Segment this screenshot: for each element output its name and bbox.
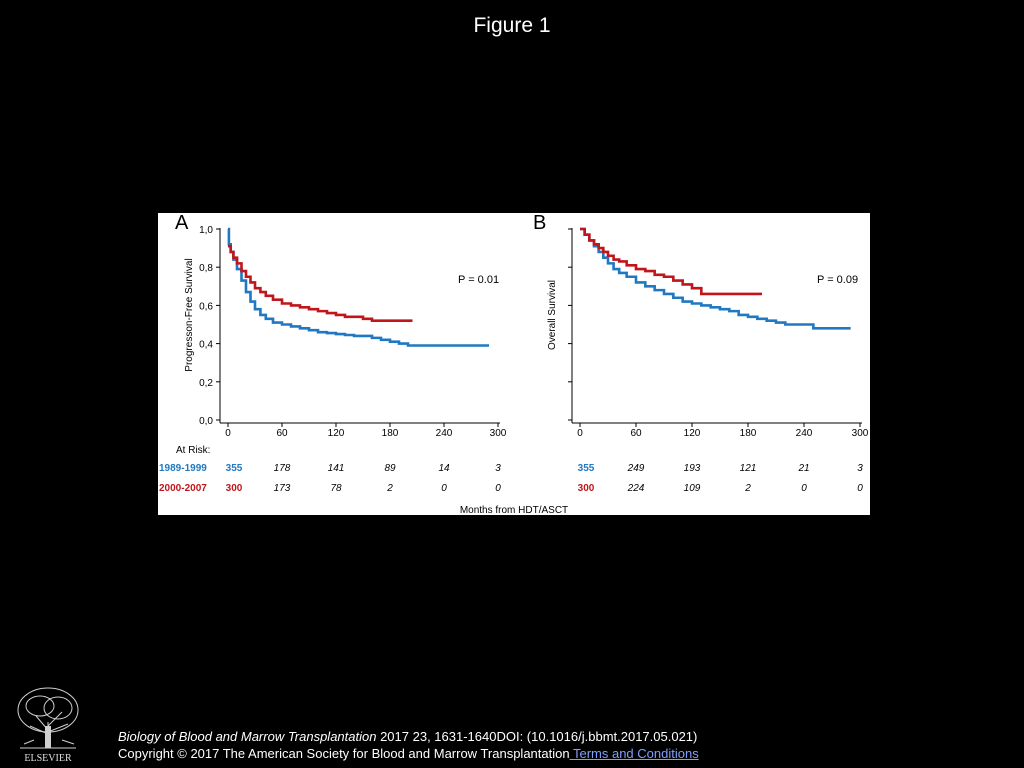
citation-block: Biology of Blood and Marrow Transplantat… (118, 728, 699, 762)
panel-b-series-2-line (580, 227, 762, 296)
panel-b-at-risk-count: 0 (801, 483, 807, 494)
panel-a-at-risk-count: 300 (226, 483, 243, 494)
shared-x-axis-label: Months from HDT/ASCT (460, 505, 568, 515)
panel-b-at-risk-count: 21 (797, 463, 809, 474)
panel-a-y-tick-label: 0,4 (199, 340, 213, 351)
terms-and-conditions-link[interactable]: Terms and Conditions (569, 746, 699, 761)
panel-a-at-risk-count: 141 (328, 463, 345, 474)
panel-a-x-tick-label: 60 (276, 428, 288, 439)
panel-a-ylabel: Progresson-Free Survival (184, 258, 195, 371)
panel-a-x-tick-label: 240 (436, 428, 453, 439)
panel-b-x-tick-label: 180 (740, 428, 757, 439)
figure-panel: A Progresson-Free Survival P = 0.01 0,0 0… (158, 213, 870, 515)
panel-b-plot: B Overall Survival P = 0.09 0 60 120 180 240… (533, 213, 869, 439)
panel-a-x-tick-label: 120 (328, 428, 345, 439)
panel-a-y-tick-label: 0,8 (199, 263, 213, 274)
journal-name: Biology of Blood and Marrow Transplantat… (118, 729, 377, 744)
panel-b-at-risk-count: 249 (627, 463, 645, 474)
panel-a-at-risk-count: 89 (384, 463, 396, 474)
panel-a-plot: A Progresson-Free Survival P = 0.01 0,0 0… (175, 213, 507, 439)
elsevier-logo-text: ELSEVIER (24, 753, 72, 764)
panel-a-y-tick-label: 1,0 (199, 225, 213, 236)
panel-a-label: A (175, 213, 189, 234)
panel-b-x-tick-label: 240 (796, 428, 813, 439)
panel-a-at-risk-count: 178 (274, 463, 291, 474)
panel-a-pvalue: P = 0.01 (458, 274, 499, 286)
panel-a-at-risk-count: 3 (495, 463, 501, 474)
copyright-line: Copyright © 2017 The American Society fo… (118, 745, 699, 762)
panel-a-x-tick-label: 180 (382, 428, 399, 439)
panel-b-pvalue: P = 0.09 (817, 274, 858, 286)
panel-a-at-risk-count: 14 (438, 463, 450, 474)
panel-a-y-tick-label: 0,0 (199, 416, 213, 427)
at-risk-group-1-name: 1989-1999 (159, 463, 207, 474)
panel-b-x-tick-label: 0 (577, 428, 583, 439)
copyright-text: Copyright © 2017 The American Society fo… (118, 746, 570, 761)
slide-title: Figure 1 (473, 14, 551, 37)
panel-a-series-1-line (227, 227, 489, 347)
at-risk-label: At Risk: (176, 445, 210, 456)
panel-b-series-1-line (580, 227, 851, 330)
panel-b-at-risk-count: 0 (857, 483, 863, 494)
citation-details: 2017 23, 1631-1640DOI: (10.1016/j.bbmt.2… (376, 729, 698, 744)
panel-b-at-risk-count: 193 (684, 463, 701, 474)
panel-b-at-risk-count: 3 (857, 463, 863, 474)
panel-a-at-risk-count: 355 (226, 463, 243, 474)
at-risk-group-2-name: 2000-2007 (159, 483, 207, 494)
panel-a-y-tick-label: 0,6 (199, 301, 213, 312)
panel-b-label: B (533, 213, 546, 234)
kaplan-meier-figure: A Progresson-Free Survival P = 0.01 0,0 0… (159, 213, 869, 515)
panel-a-at-risk-count: 173 (274, 483, 291, 494)
panel-b-at-risk-count: 355 (578, 463, 595, 474)
panel-a-x-tick-label: 300 (490, 428, 507, 439)
panel-b-x-tick-label: 60 (630, 428, 642, 439)
panel-a-at-risk-count: 0 (441, 483, 447, 494)
panel-b-at-risk-count: 121 (740, 463, 757, 474)
panel-a-at-risk-count: 0 (495, 483, 501, 494)
panel-a-x-tick-label: 0 (225, 428, 231, 439)
panel-b-at-risk-count: 109 (684, 483, 701, 494)
panel-b-ylabel: Overall Survival (547, 280, 558, 350)
panel-a-series-2-line (228, 244, 413, 322)
panel-b-at-risk-count: 300 (578, 483, 595, 494)
panel-b-x-tick-label: 120 (684, 428, 701, 439)
panel-b-x-tick-label: 300 (852, 428, 869, 439)
panel-a-at-risk-count: 2 (386, 483, 393, 494)
elsevier-logo: ELSEVIER (10, 682, 86, 764)
panel-a-at-risk-count: 78 (330, 483, 342, 494)
panel-b-at-risk-count: 2 (744, 483, 751, 494)
panel-b-at-risk-count: 224 (627, 483, 645, 494)
citation-line: Biology of Blood and Marrow Transplantat… (118, 728, 699, 745)
panel-a-y-tick-label: 0,2 (199, 378, 213, 389)
